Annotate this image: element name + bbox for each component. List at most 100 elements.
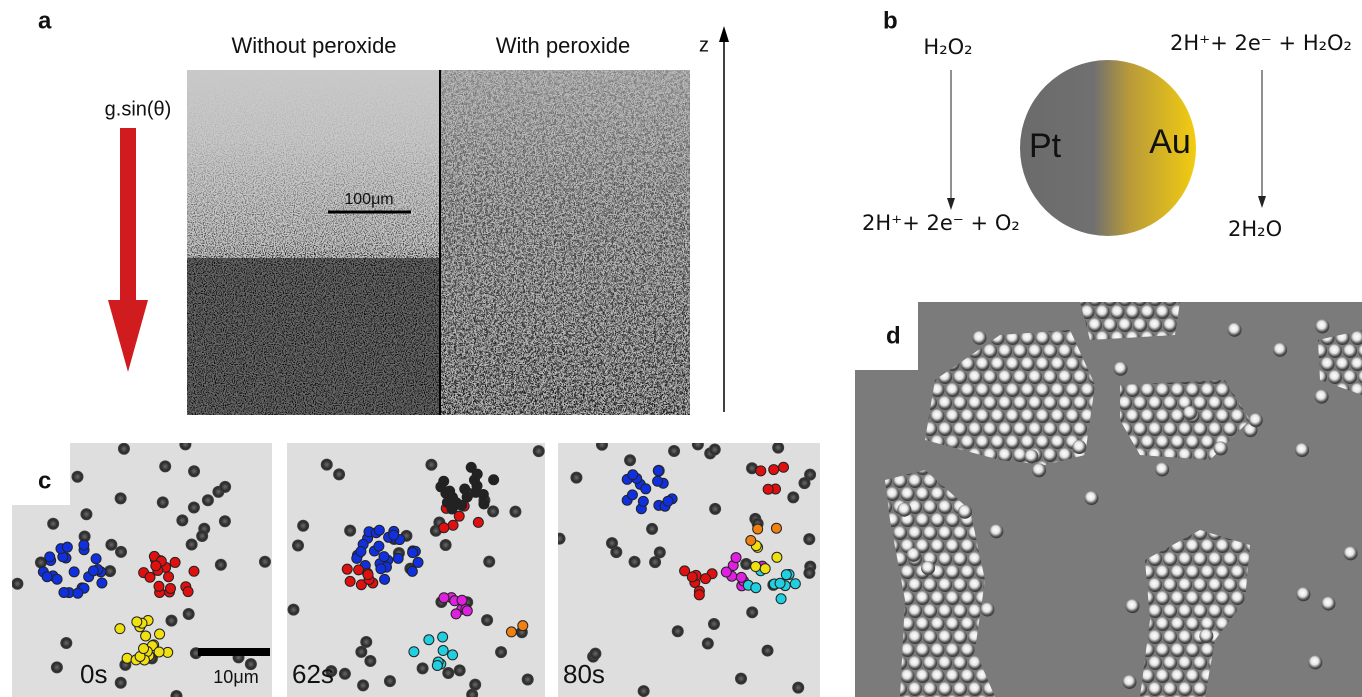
- sedimentation-image: [187, 70, 690, 415]
- particle: [115, 545, 128, 558]
- tracked-particle: [437, 631, 449, 643]
- tracked-particle: [686, 571, 698, 583]
- reaction-text: 2H₂O: [1228, 217, 1282, 241]
- particle: [196, 529, 209, 542]
- tracked-particle: [163, 571, 175, 583]
- particle: [701, 637, 714, 650]
- particle: [691, 443, 704, 451]
- particle: [80, 508, 93, 521]
- particle: [469, 678, 482, 691]
- particle: [320, 458, 333, 471]
- colloid: [1227, 322, 1242, 337]
- particle: [338, 667, 351, 680]
- micrograph: [855, 302, 1362, 697]
- particle: [803, 533, 816, 546]
- particle: [187, 501, 200, 514]
- panel-title: With peroxide: [496, 33, 631, 58]
- tracked-particle: [477, 488, 489, 500]
- tracked-particle: [423, 634, 435, 646]
- particle: [114, 492, 127, 505]
- panel-label: d: [886, 322, 901, 349]
- colloid: [1315, 319, 1330, 334]
- reaction-text: 2H⁺+ 2e⁻ + O₂: [862, 211, 1020, 235]
- colloid: [1113, 361, 1128, 376]
- tracked-particle: [730, 552, 742, 564]
- tracked-particle: [461, 605, 473, 617]
- tracked-particle: [456, 594, 468, 606]
- particle: [182, 607, 195, 620]
- tracked-particle: [407, 547, 419, 559]
- colloid: [1182, 405, 1197, 420]
- tracked-particle: [459, 483, 471, 495]
- particle: [105, 538, 118, 551]
- particle: [214, 558, 227, 571]
- panel-title: Without peroxide: [231, 33, 396, 58]
- tracked-particle: [87, 565, 99, 577]
- particle: [325, 665, 338, 678]
- particle: [772, 443, 785, 454]
- reaction-text: H₂O₂: [923, 35, 972, 59]
- colloid: [980, 602, 995, 617]
- particle: [425, 458, 438, 471]
- tracked-particle: [693, 589, 705, 601]
- reaction-text: 2H⁺+ 2e⁻ + H₂O₂: [1170, 31, 1352, 55]
- colloid: [906, 547, 921, 562]
- tracked-particle: [652, 475, 664, 487]
- colloid: [1199, 628, 1214, 643]
- particle: [71, 470, 84, 483]
- particle: [170, 689, 183, 697]
- tracked-particle: [505, 626, 517, 638]
- particle: [297, 519, 310, 532]
- particle: [628, 555, 641, 568]
- tracked-particle: [375, 563, 387, 575]
- tracked-particle: [735, 571, 747, 583]
- particle: [104, 565, 117, 578]
- tracked-particle: [44, 551, 56, 563]
- particle: [244, 658, 257, 671]
- tracked-particle: [456, 499, 468, 511]
- scale-bar-label: 100μm: [344, 191, 393, 208]
- tracked-particle: [182, 586, 194, 598]
- tracked-particle: [438, 522, 450, 534]
- particle: [453, 664, 466, 677]
- time-label: 0s: [80, 659, 107, 689]
- particle: [176, 514, 189, 527]
- particle: [671, 625, 684, 638]
- axis-label: z: [699, 34, 709, 56]
- tracked-particle: [41, 571, 53, 583]
- tracked-particle: [140, 630, 152, 642]
- particle: [624, 454, 637, 467]
- colloid: [1295, 442, 1310, 457]
- particle: [707, 617, 720, 630]
- particle: [595, 443, 608, 451]
- particle: [610, 546, 623, 559]
- tracked-particle: [637, 495, 649, 507]
- scale-bar: [198, 648, 270, 656]
- gravity-arrow: [108, 128, 148, 372]
- particle: [165, 614, 178, 627]
- particle: [156, 496, 169, 509]
- panel-label: a: [38, 7, 52, 34]
- tracked-particle: [450, 608, 462, 620]
- particle: [761, 644, 774, 657]
- tracked-particle: [96, 577, 108, 589]
- tracked-particle: [61, 541, 73, 553]
- particle: [185, 538, 198, 551]
- tracked-particle: [745, 534, 757, 546]
- colloid: [1248, 413, 1263, 428]
- tracked-particle: [144, 571, 156, 583]
- tracked-particle: [355, 545, 367, 557]
- tracked-particle: [406, 565, 418, 577]
- colloid: [891, 350, 906, 365]
- tracked-particle: [626, 489, 638, 501]
- particle: [114, 676, 127, 689]
- tracked-particle: [412, 556, 424, 568]
- particle: [360, 635, 373, 648]
- particle: [287, 603, 300, 616]
- particle: [357, 679, 370, 692]
- metal-label: Au: [1149, 123, 1191, 161]
- colloid: [1084, 491, 1099, 506]
- gravity-label: g.sin(θ): [105, 98, 172, 120]
- tracked-particle: [121, 652, 133, 664]
